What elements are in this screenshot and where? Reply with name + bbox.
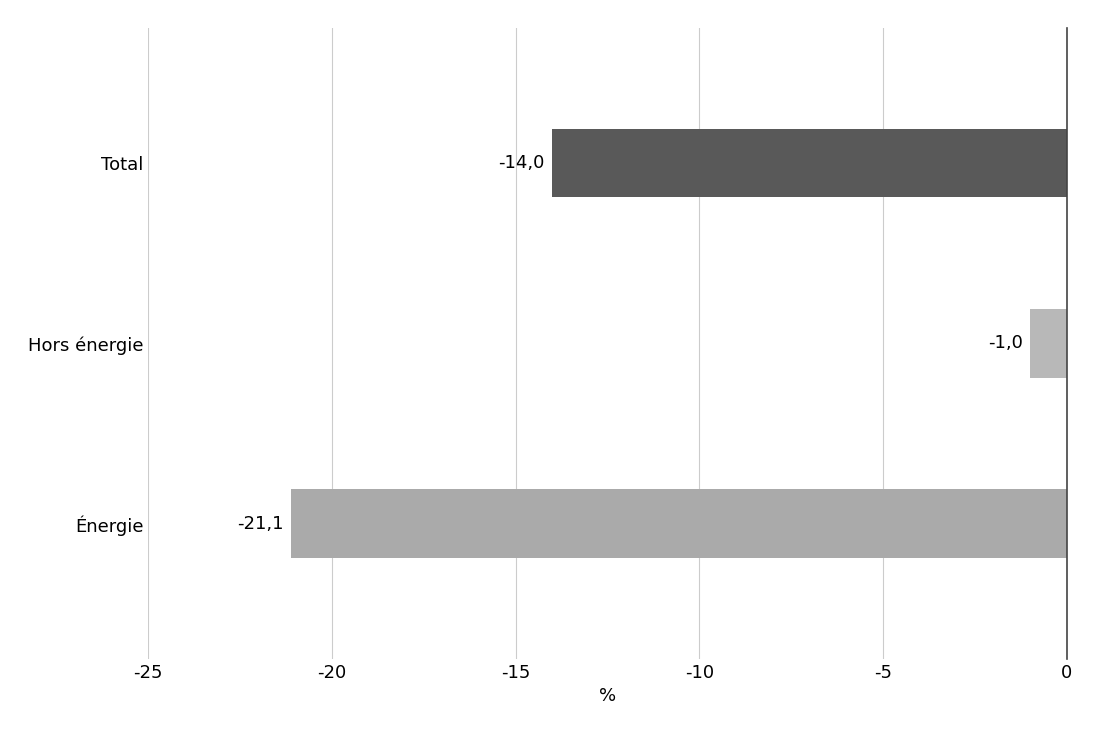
Bar	[552, 129, 1067, 197]
Bar	[1030, 309, 1067, 377]
Text: -14,0: -14,0	[498, 154, 544, 172]
Bar	[292, 490, 1067, 558]
X-axis label: %: %	[598, 688, 616, 705]
Text: -1,0: -1,0	[988, 334, 1023, 353]
Text: -21,1: -21,1	[238, 515, 284, 533]
